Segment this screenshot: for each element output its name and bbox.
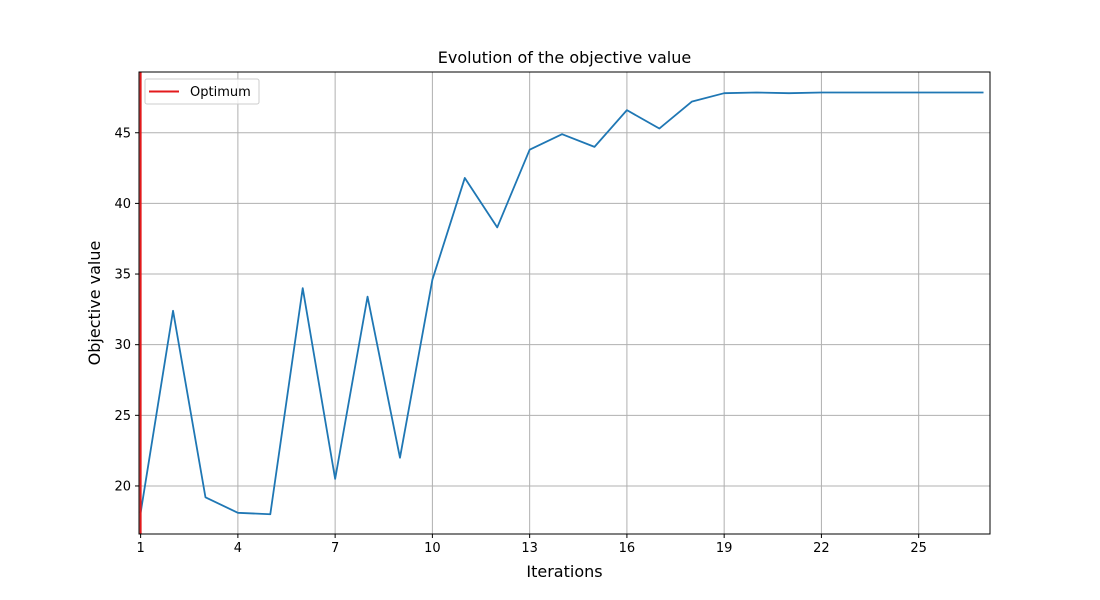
chart-title: Evolution of the objective value	[438, 48, 691, 67]
x-tick-label: 22	[813, 541, 830, 556]
x-tick-label: 25	[910, 541, 927, 556]
plot-area	[139, 72, 984, 534]
x-tick-label: 10	[424, 541, 441, 556]
x-tick-label: 1	[136, 541, 144, 556]
series-line-1	[139, 91, 984, 516]
x-tick-label: 19	[716, 541, 733, 556]
y-tick-label: 35	[114, 268, 131, 283]
y-tick-label: 45	[114, 126, 131, 141]
legend: Optimum	[144, 78, 260, 105]
y-axis-title: Objective value	[85, 241, 104, 366]
y-tick-label: 30	[114, 338, 131, 353]
grid	[139, 72, 990, 534]
ticks: 1 4 7 10 13 16 19 22 25 20 25 30 35 40 45	[114, 126, 926, 556]
legend-label-optimum: Optimum	[190, 85, 251, 100]
plot-frame	[138, 71, 991, 535]
x-axis-title: Iterations	[526, 562, 602, 581]
x-tick-label: 13	[521, 541, 538, 556]
y-tick-label: 40	[114, 197, 131, 212]
y-tick-label: 25	[114, 409, 131, 424]
x-tick-label: 16	[619, 541, 636, 556]
legend-box	[144, 78, 260, 105]
x-tick-label: 4	[234, 541, 242, 556]
y-tick-label: 20	[114, 479, 131, 494]
x-tick-label: 7	[331, 541, 339, 556]
